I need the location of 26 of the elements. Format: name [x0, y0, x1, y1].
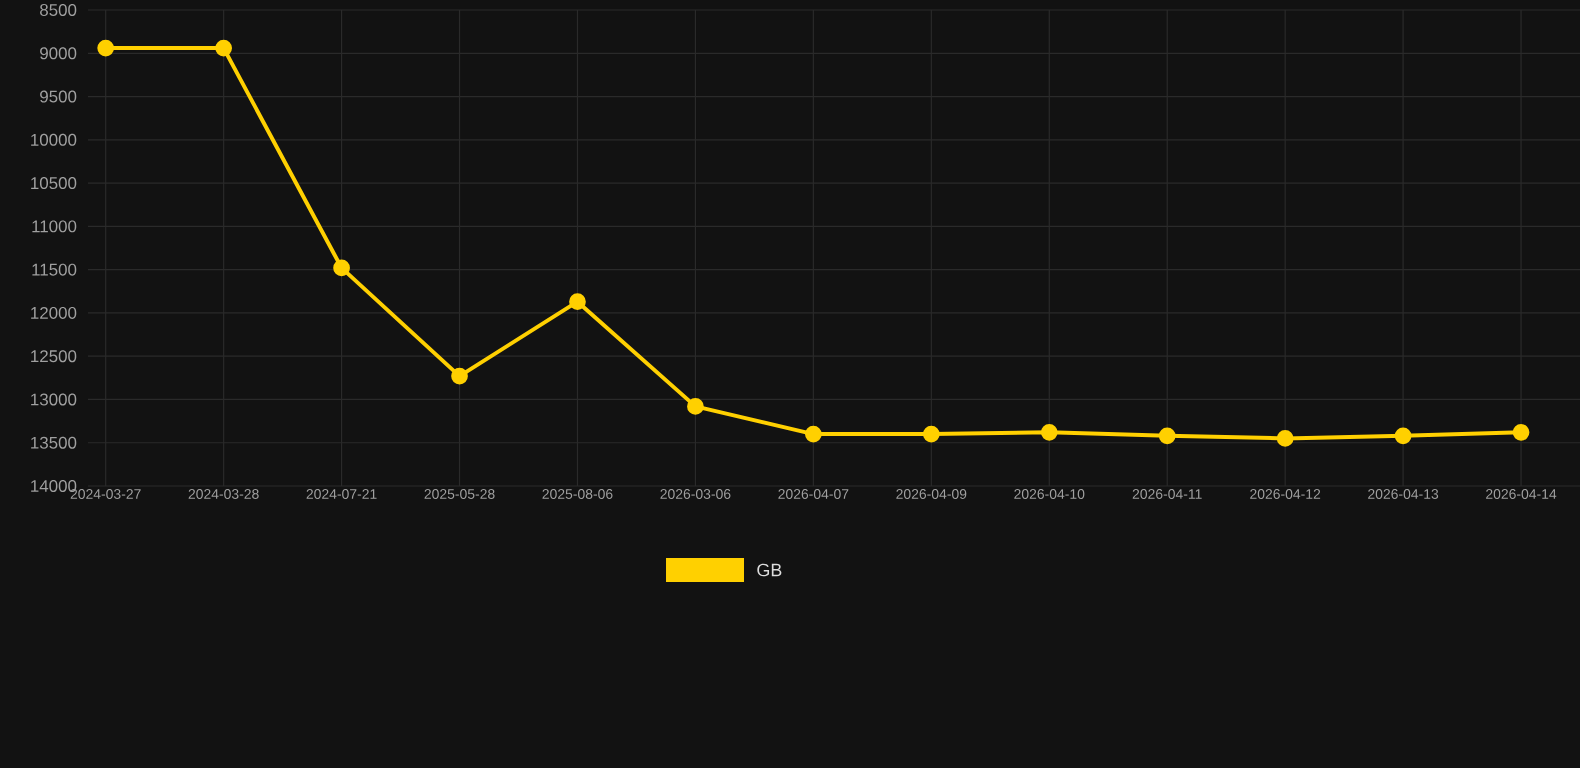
y-tick-label: 14000 [31, 480, 77, 492]
y-tick-label: 10000 [31, 133, 77, 146]
y-tick-label: 13000 [31, 393, 77, 406]
y-tick-label: 9000 [40, 47, 77, 60]
point [687, 398, 704, 415]
y-tick-label: 11500 [32, 263, 77, 276]
point [451, 367, 468, 385]
point [569, 293, 586, 311]
point [333, 259, 350, 277]
y-tick-label: 9500 [40, 90, 77, 103]
y-tick-label: 12000 [31, 306, 77, 319]
y-tick-label: 12500 [31, 350, 77, 363]
point [804, 425, 822, 443]
point [1158, 427, 1176, 445]
point [1040, 423, 1058, 441]
point [1512, 423, 1530, 441]
point [1394, 427, 1412, 445]
point [922, 425, 940, 443]
point [1276, 430, 1294, 447]
y-tick-label: 11000 [32, 220, 77, 233]
y-tick-label: 8500 [40, 4, 77, 16]
point [215, 39, 233, 57]
point [97, 39, 115, 57]
legend-label: GB [757, 563, 782, 577]
y-tick-label: 13500 [31, 436, 77, 449]
y-tick-label: 10500 [31, 177, 77, 190]
